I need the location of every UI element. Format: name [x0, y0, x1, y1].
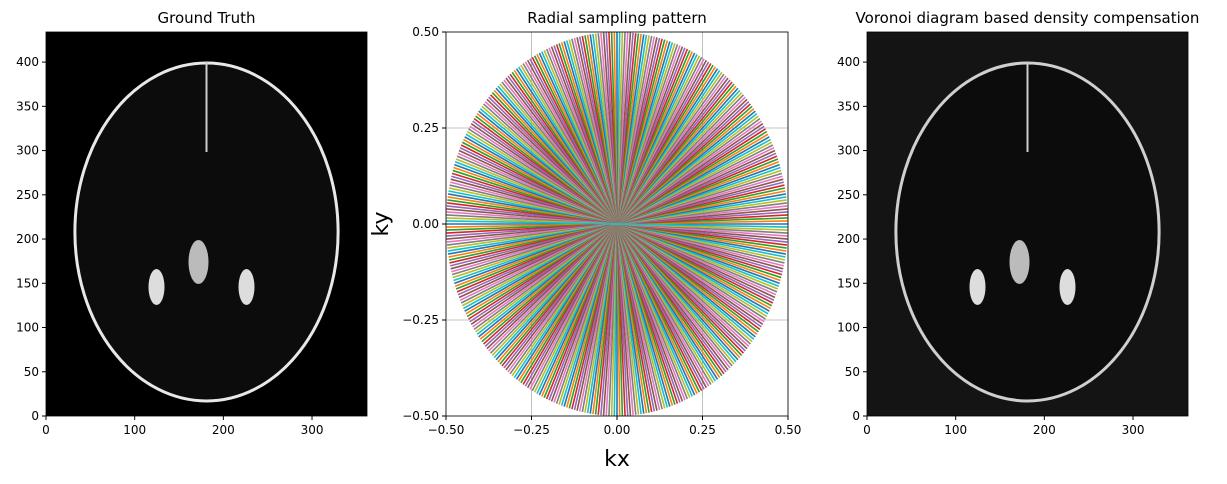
y-tick-label: 250 [16, 188, 39, 202]
ventricle [148, 269, 165, 305]
y-tick-label: 400 [16, 55, 39, 69]
ventricle [1059, 269, 1076, 305]
y-tick-label: 150 [16, 276, 39, 290]
chart-title: Voronoi diagram based density compensati… [856, 9, 1200, 27]
chart-title: Ground Truth [158, 9, 256, 27]
x-tick-label: 0.00 [604, 423, 631, 437]
x-tick-label: 0 [863, 423, 871, 437]
x-axis-label: kx [604, 447, 630, 472]
y-tick-label: 100 [16, 321, 39, 335]
y-tick-label: 250 [837, 188, 860, 202]
x-tick-label: −0.25 [513, 423, 550, 437]
y-tick-label: 350 [16, 99, 39, 113]
y-tick-label: 0.25 [412, 121, 439, 135]
y-tick-label: −0.25 [402, 313, 439, 327]
chart-title: Radial sampling pattern [527, 9, 707, 27]
y-tick-label: 300 [16, 144, 39, 158]
x-tick-label: 300 [301, 423, 324, 437]
y-tick-label: 0 [31, 409, 39, 423]
ventricle [238, 269, 255, 305]
spokes [446, 32, 788, 416]
y-tick-label: 200 [837, 232, 860, 246]
y-tick-label: 0.50 [412, 25, 439, 39]
y-tick-label: −0.50 [402, 409, 439, 423]
x-tick-label: 0.50 [775, 423, 802, 437]
x-tick-label: 0 [42, 423, 50, 437]
ventricle [1009, 240, 1030, 284]
y-tick-label: 50 [845, 365, 860, 379]
axes-frame [866, 31, 1189, 417]
x-tick-label: 0.25 [689, 423, 716, 437]
x-tick-label: −0.50 [428, 423, 465, 437]
y-tick-label: 50 [24, 365, 39, 379]
y-tick-label: 350 [837, 99, 860, 113]
y-tick-label: 300 [837, 144, 860, 158]
x-tick-label: 200 [212, 423, 235, 437]
y-tick-label: 400 [837, 55, 860, 69]
y-tick-label: 150 [837, 276, 860, 290]
x-tick-label: 200 [1033, 423, 1056, 437]
x-tick-label: 100 [944, 423, 967, 437]
y-tick-label: 100 [837, 321, 860, 335]
y-tick-label: 0 [852, 409, 860, 423]
y-tick-label: 200 [16, 232, 39, 246]
ventricle [188, 240, 209, 284]
y-axis-label: ky [369, 212, 394, 237]
ventricle [969, 269, 986, 305]
x-tick-label: 100 [123, 423, 146, 437]
axes-frame [45, 31, 368, 417]
y-tick-label: 0.00 [412, 217, 439, 231]
spoke [446, 220, 788, 228]
x-tick-label: 300 [1122, 423, 1145, 437]
